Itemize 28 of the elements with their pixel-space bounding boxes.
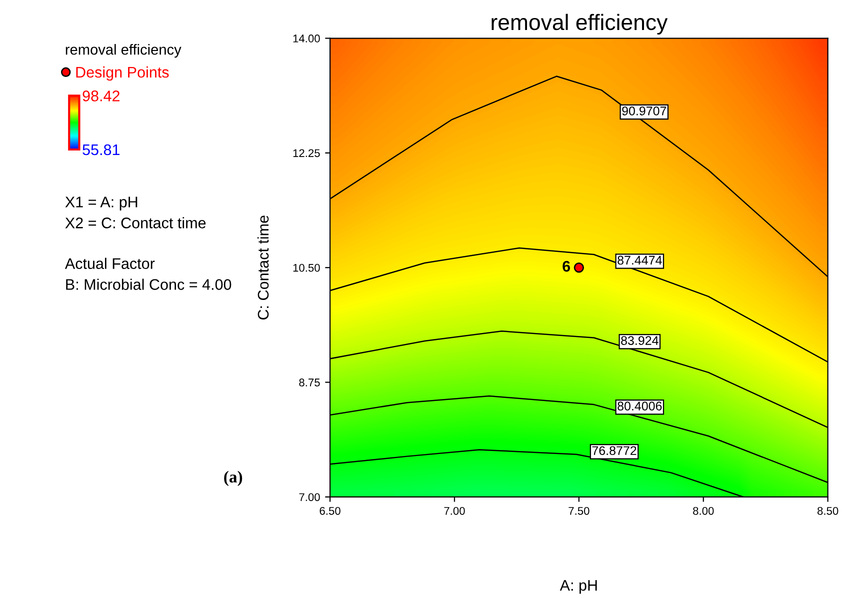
y-tick-label: 10.50 — [293, 264, 320, 272]
x-tick-label: 8.50 — [817, 506, 838, 515]
x-tick-label: 7.00 — [444, 506, 465, 515]
y-axis-title: C: Contact time — [257, 216, 269, 320]
color-bar-label: 98.42 — [82, 90, 120, 102]
x-axis-title: A: pH — [560, 580, 597, 594]
y-tick-label: 8.75 — [299, 378, 320, 386]
series-label: 80.4006 — [618, 402, 662, 410]
text: X1 = A: pH — [65, 196, 138, 210]
y-tick-label: 12.25 — [293, 149, 320, 158]
x-tick-label: 7.50 — [568, 506, 590, 515]
series-label: 83.924 — [621, 336, 658, 345]
text: B: Microbial Conc = 4.00 — [66, 278, 232, 290]
y-tick-label: 7.00 — [299, 493, 320, 502]
text: (a) — [224, 470, 242, 486]
x-tick-label: 6.50 — [320, 506, 340, 515]
y-tick-label: 14.00 — [293, 34, 320, 42]
text: Actual Factor — [64, 258, 155, 270]
annotation: 6 — [562, 260, 570, 272]
color-bar-title: removal efficiency — [66, 44, 182, 58]
text: X2 = C: Contact time — [65, 217, 206, 228]
series-label: 90.9707 — [622, 106, 666, 116]
legend-label: Design Points — [76, 66, 169, 81]
x-tick-label: 8.00 — [693, 506, 714, 515]
series-label: 87.4474 — [618, 256, 662, 265]
chart-title: removal efficiency — [492, 14, 668, 35]
series-label: 76.8772 — [592, 446, 636, 456]
color-bar-label: 55.81 — [82, 144, 120, 156]
